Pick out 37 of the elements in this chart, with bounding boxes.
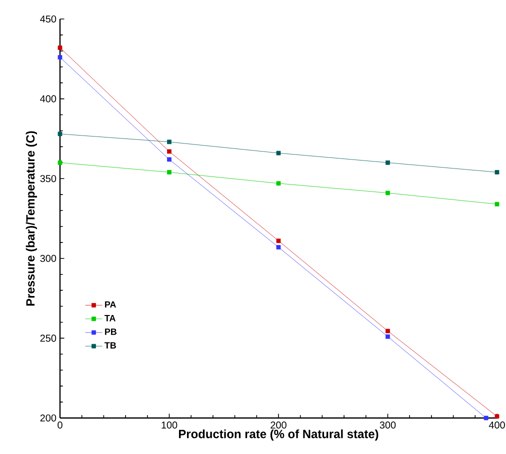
x-tick-label: 200 [270, 422, 286, 429]
point [276, 238, 281, 244]
point [276, 245, 281, 250]
point [167, 149, 172, 154]
point [484, 416, 488, 420]
point [167, 157, 172, 162]
y-axis-title: Pressure (bar)/Temperature (C) [26, 131, 38, 306]
point [276, 150, 281, 156]
legend-label: TA [104, 315, 116, 322]
point [494, 414, 500, 419]
y-tick-label: 400 [40, 95, 56, 102]
legend-label: PA [105, 301, 116, 308]
point [386, 334, 390, 339]
x-tick-label: 300 [380, 422, 396, 429]
y-tick-label: 200 [40, 414, 56, 422]
y-tick-label: 250 [40, 334, 56, 342]
point [58, 132, 62, 136]
y-tick-label: 300 [40, 254, 56, 262]
point [494, 202, 500, 206]
point [276, 181, 281, 186]
x-tick-label: 400 [488, 422, 505, 429]
point [58, 46, 62, 50]
x-tick-label: 100 [162, 422, 178, 429]
y-tick-label: 450 [40, 15, 56, 23]
point [386, 328, 390, 334]
x-tick-label: 0 [58, 422, 62, 429]
point [58, 55, 62, 60]
point [386, 190, 390, 196]
legend-label: PB [105, 328, 116, 335]
point [58, 160, 62, 165]
point [386, 160, 390, 165]
point [167, 140, 172, 144]
point [167, 170, 172, 174]
y-tick-label: 350 [40, 175, 56, 182]
point [494, 170, 500, 174]
x-axis-title: Production rate (% of Natural state) [178, 429, 378, 441]
legend-label: TB [104, 342, 116, 348]
